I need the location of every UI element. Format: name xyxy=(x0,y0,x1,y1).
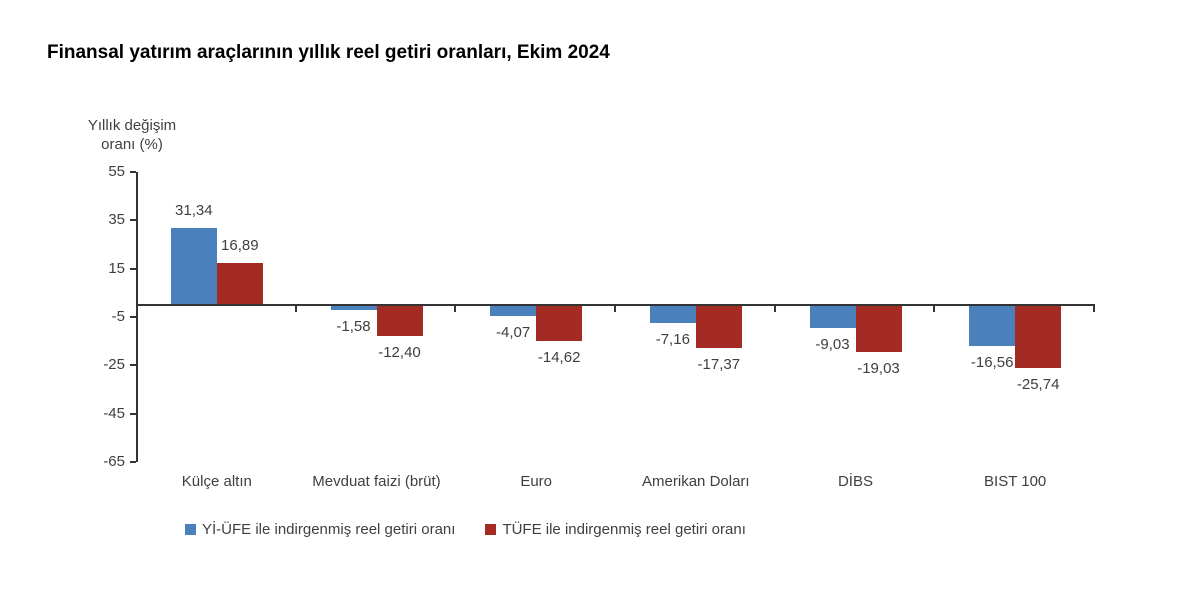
y-axis-title-line1: Yıllık değişim xyxy=(87,117,177,134)
bar-yiufe xyxy=(330,306,377,310)
x-tick-mark xyxy=(614,306,616,312)
bar-value-label: 16,89 xyxy=(221,237,259,254)
bar-tufe xyxy=(216,263,263,304)
bar-tufe xyxy=(376,306,423,336)
y-tick-mark xyxy=(130,412,136,415)
bar-yiufe xyxy=(969,306,1016,346)
y-tick-mark xyxy=(130,461,136,464)
bar-value-label: -19,03 xyxy=(857,360,900,377)
bar-value-label: -1,58 xyxy=(336,318,371,335)
y-tick-label: -25 xyxy=(103,356,125,374)
bar-tufe xyxy=(695,306,742,348)
y-tick-mark xyxy=(130,316,136,319)
legend-swatch-blue-icon xyxy=(185,524,196,535)
bar-value-label: -14,62 xyxy=(537,349,581,366)
bar-tufe xyxy=(536,306,583,341)
bar-tufe xyxy=(1015,306,1062,368)
bar-value-label: 31,34 xyxy=(175,202,213,219)
x-category-label: BIST 100 xyxy=(984,473,1047,490)
legend-item-tufe: TÜFE ile indirgenmiş reel getiri oranı xyxy=(485,521,746,538)
y-tick-label: 35 xyxy=(108,211,125,229)
legend-label-tufe: TÜFE ile indirgenmiş reel getiri oranı xyxy=(502,521,746,538)
y-tick-mark xyxy=(130,219,136,222)
bar-yiufe xyxy=(649,306,696,323)
y-tick-label: -45 xyxy=(103,404,125,422)
bar-value-label: -12,40 xyxy=(378,344,421,361)
bar-yiufe xyxy=(170,228,217,304)
x-tick-mark xyxy=(454,306,457,312)
bar-value-label: -16,56 xyxy=(970,354,1014,371)
bar-yiufe xyxy=(809,306,856,328)
bar-value-label: -4,07 xyxy=(496,324,531,341)
y-tick-label: -5 xyxy=(111,308,125,326)
y-tick-label: 55 xyxy=(108,163,125,181)
x-category-label: Külçe altın xyxy=(181,473,252,490)
bar-value-label: -7,16 xyxy=(655,331,690,348)
x-tick-mark xyxy=(933,306,936,312)
y-tick-mark xyxy=(130,171,136,174)
bar-value-label: -17,37 xyxy=(697,356,741,373)
x-category-label: Euro xyxy=(520,473,552,490)
legend: Yİ-ÜFE ile indirgenmiş reel getiri oranı… xyxy=(185,521,746,538)
x-tick-mark xyxy=(294,306,297,312)
x-axis-line xyxy=(136,304,1095,306)
y-axis-title-line2: oranı (%) xyxy=(101,136,163,153)
y-tick-mark xyxy=(130,267,136,270)
x-category-label: Amerikan Doları xyxy=(642,473,750,490)
x-tick-mark xyxy=(773,306,776,312)
legend-swatch-red-icon xyxy=(485,524,497,535)
bar-value-label: -9,03 xyxy=(815,336,850,353)
legend-item-yiufe: Yİ-ÜFE ile indirgenmiş reel getiri oranı xyxy=(185,521,455,538)
y-axis-line xyxy=(136,172,138,463)
x-category-label: DİBS xyxy=(837,473,873,490)
x-tick-mark xyxy=(1093,306,1095,312)
legend-label-yiufe: Yİ-ÜFE ile indirgenmiş reel getiri oranı xyxy=(202,521,456,538)
x-category-label: Mevduat faizi (brüt) xyxy=(312,473,441,490)
y-tick-label: -65 xyxy=(103,453,125,471)
y-tick-label: 15 xyxy=(108,259,125,277)
chart-title: Finansal yatırım araçlarının yıllık reel… xyxy=(47,42,610,63)
bar-yiufe xyxy=(490,306,537,316)
y-tick-mark xyxy=(130,364,136,367)
y-axis-title: Yıllık değişim oranı (%) xyxy=(57,116,207,154)
bar-value-label: -25,74 xyxy=(1016,376,1060,393)
bar-tufe xyxy=(855,306,902,352)
